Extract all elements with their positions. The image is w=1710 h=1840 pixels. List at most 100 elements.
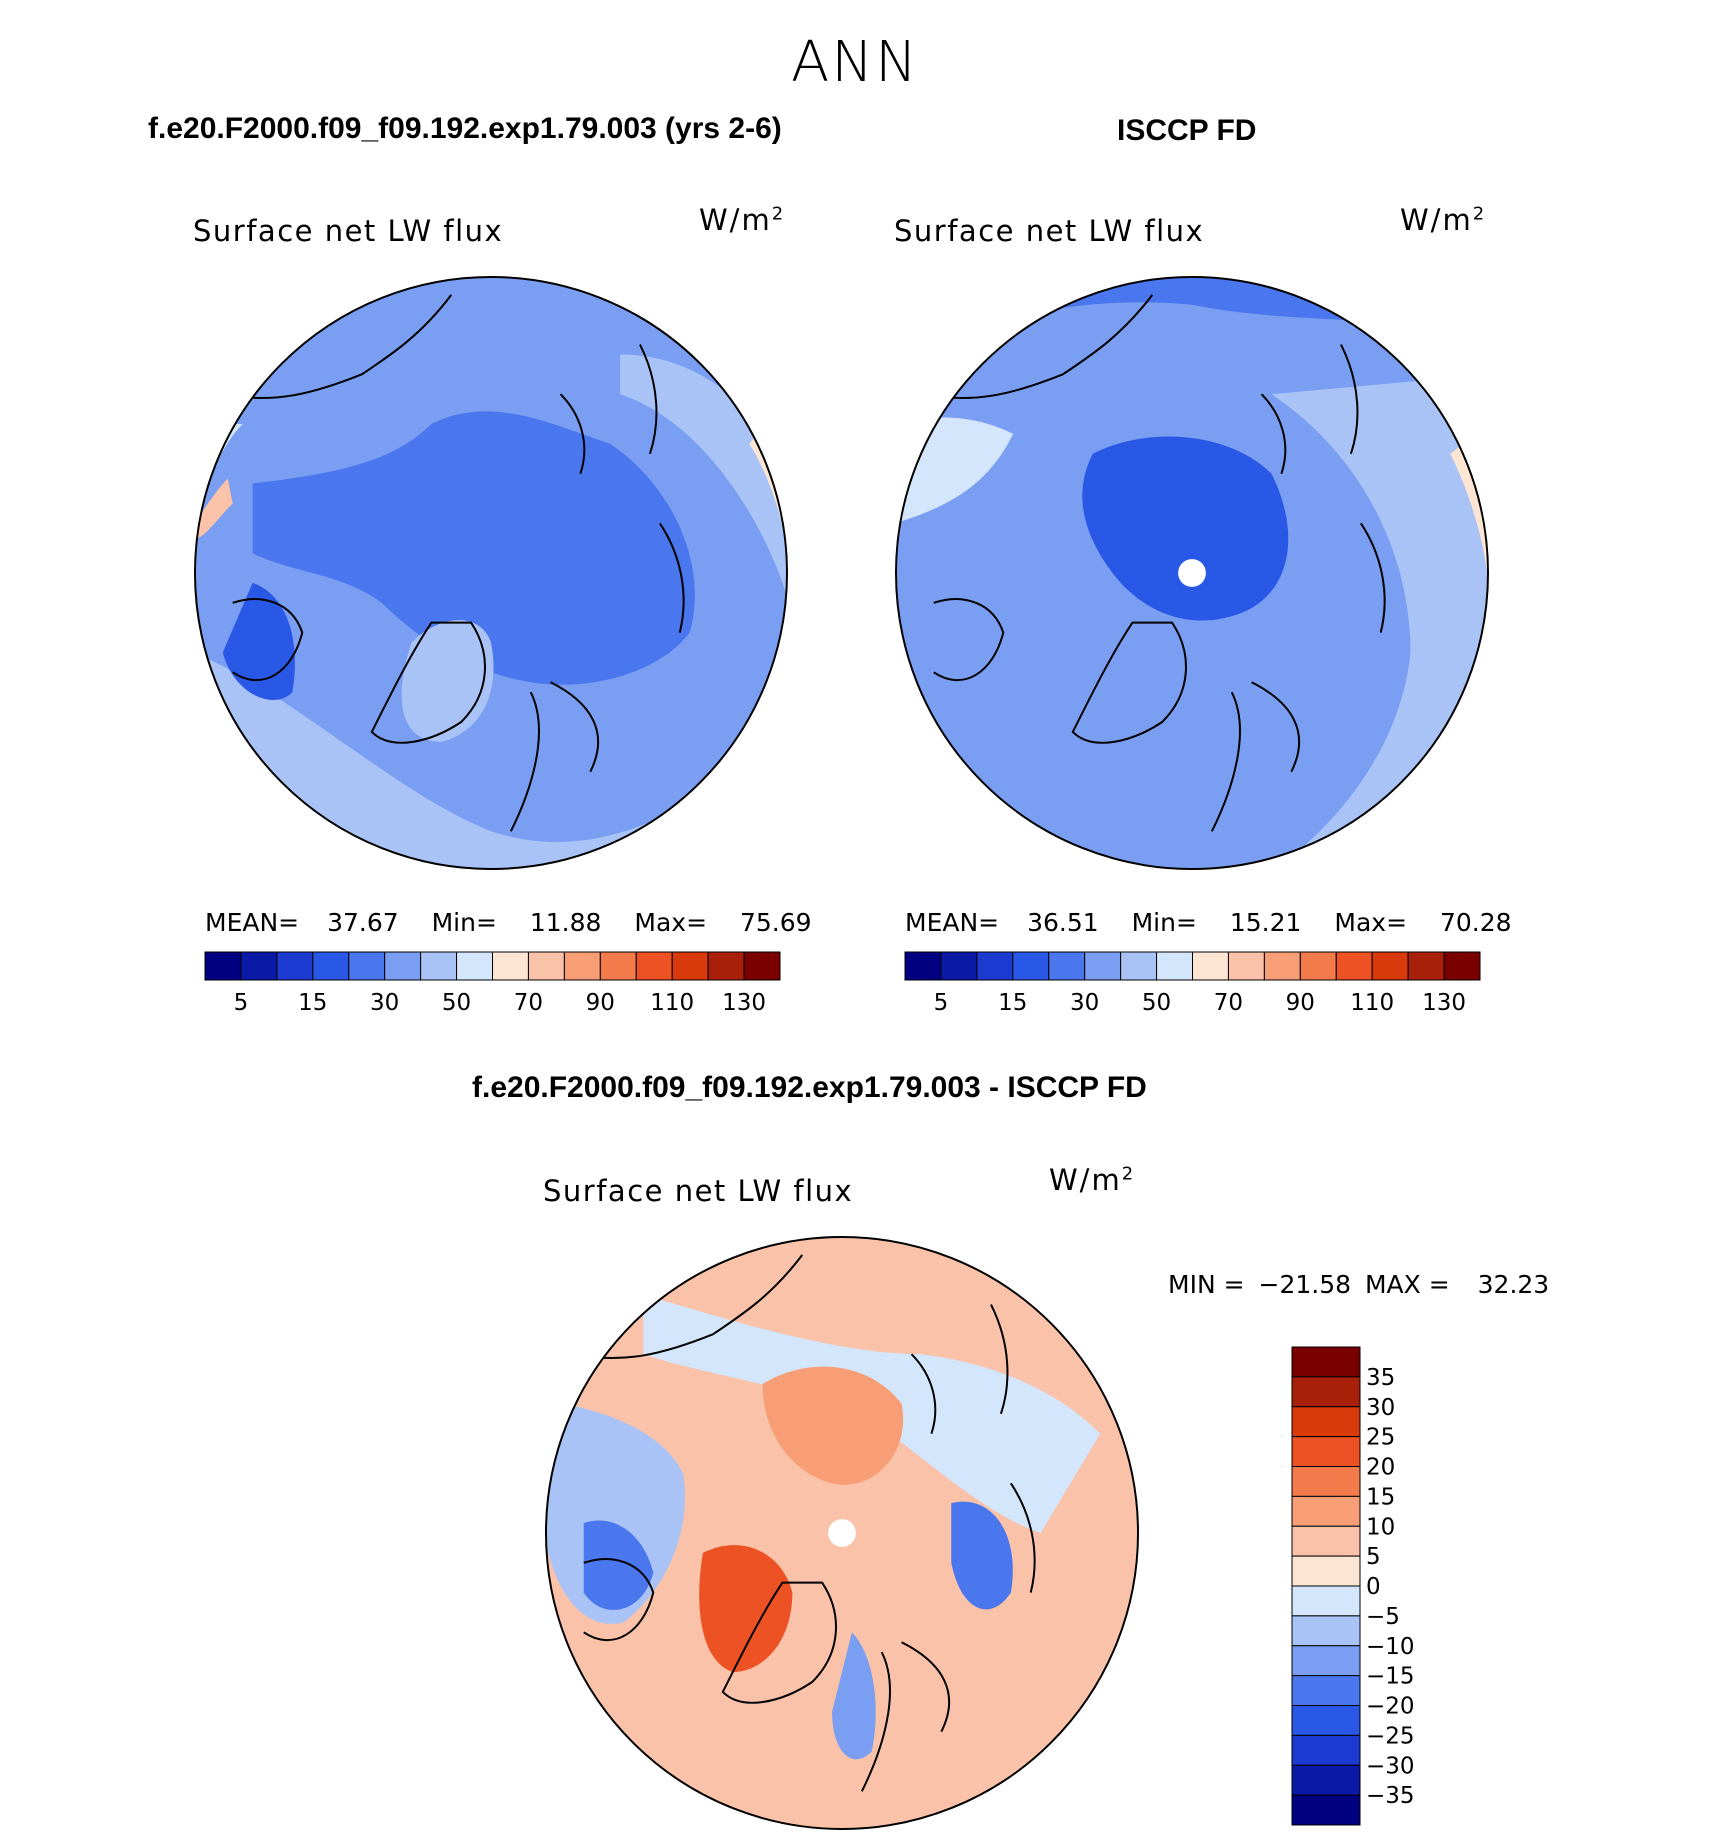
diff-field-greenland <box>699 1545 793 1673</box>
diff-colorbar-box <box>1291 1705 1361 1736</box>
obs-field-arctic <box>1082 436 1289 621</box>
diff-colorbar-tick-label: 5 <box>1366 1544 1381 1570</box>
diff-stats: MIN = −21.58 MAX = 32.23 <box>1168 1270 1549 1299</box>
obs-colorbar-tick-label: 90 <box>1286 990 1315 1016</box>
model-colorbar-tick-label: 70 <box>514 990 543 1016</box>
obs-colorbar-box <box>976 951 1014 981</box>
model-colorbar-box <box>743 951 781 981</box>
diff-colorbar-box <box>1291 1495 1361 1527</box>
obs-colorbar-box <box>1263 951 1301 981</box>
model-colorbar-box <box>492 951 529 981</box>
diff-units-label: W/m2 <box>1049 1163 1136 1197</box>
diff-variable-label: Surface net LW flux <box>543 1174 854 1208</box>
diff-colorbar-box <box>1291 1466 1361 1497</box>
obs-min-label: Min= <box>1131 908 1197 937</box>
model-colorbar-box <box>635 951 673 981</box>
obs-colorbar-tick-label: 5 <box>934 990 949 1016</box>
model-colorbar-box <box>348 951 386 981</box>
diff-colorbar-tick-label: −20 <box>1366 1694 1415 1720</box>
obs-units-label: W/m2 <box>1400 203 1487 237</box>
diff-colorbar-box <box>1291 1406 1361 1438</box>
obs-stats: MEAN= 36.51 Min= 15.21 Max= 70.28 <box>905 908 1512 937</box>
obs-colorbar-tick-label: 70 <box>1214 990 1243 1016</box>
obs-polar-map <box>894 275 1490 871</box>
obs-min-value: 15.21 <box>1229 908 1302 937</box>
model-colorbar: 5 15 30 50 70 90 110 130 <box>204 951 781 1016</box>
model-colorbar-tick-label: 5 <box>234 990 249 1016</box>
model-field-arctic <box>252 411 695 685</box>
obs-colorbar-box <box>1012 951 1050 981</box>
obs-pole-missing <box>1178 559 1206 587</box>
model-mean-value: 37.67 <box>327 908 399 937</box>
diff-colorbar-box <box>1291 1436 1361 1467</box>
obs-panel-title: ISCCP FD <box>1117 114 1257 147</box>
diff-colorbar-box <box>1291 1525 1361 1557</box>
diff-pole-missing <box>828 1519 856 1547</box>
obs-mean-value: 36.51 <box>1027 908 1099 937</box>
model-max-label: Max= <box>634 908 708 937</box>
diff-min-label: MIN = <box>1168 1270 1245 1299</box>
diff-colorbar-tick-label: −30 <box>1366 1753 1415 1779</box>
obs-colorbar-box <box>1227 951 1265 981</box>
diff-colorbar-tick-label: 25 <box>1366 1425 1395 1451</box>
diff-colorbar-tick-label: 35 <box>1366 1365 1395 1391</box>
diff-colorbar-box <box>1291 1734 1361 1766</box>
diff-colorbar-tick-label: −25 <box>1366 1723 1415 1749</box>
model-min-value: 11.88 <box>529 908 602 937</box>
obs-colorbar-box <box>1335 951 1373 981</box>
obs-variable-label: Surface net LW flux <box>894 214 1205 248</box>
obs-colorbar: 5 15 30 50 70 90 110 130 <box>904 951 1481 1016</box>
model-stats: MEAN= 37.67 Min= 11.88 Max= 75.69 <box>205 908 812 937</box>
model-min-label: Min= <box>431 908 497 937</box>
obs-mean-label: MEAN= <box>905 908 1000 937</box>
diff-colorbar-tick-label: 20 <box>1366 1455 1395 1481</box>
model-colorbar-tick-label: 50 <box>442 990 471 1016</box>
model-variable-label: Surface net LW flux <box>193 214 504 248</box>
obs-colorbar-tick-label: 15 <box>998 990 1027 1016</box>
obs-max-label: Max= <box>1334 908 1408 937</box>
model-field-hudson <box>222 582 295 700</box>
diff-colorbar-box <box>1291 1376 1361 1408</box>
diff-max-label: MAX = <box>1364 1270 1450 1299</box>
model-colorbar-box <box>599 951 637 981</box>
diff-coastlines <box>573 1254 1036 1792</box>
obs-colorbar-box <box>1192 951 1229 981</box>
diff-max-value: 32.23 <box>1477 1270 1550 1299</box>
obs-colorbar-box <box>904 951 942 981</box>
diff-colorbar: 35 30 25 20 15 10 5 0 −5 −10 −15 −20 −25 −30 −35 <box>1291 1346 1415 1826</box>
obs-colorbar-box <box>1084 951 1122 981</box>
obs-colorbar-box <box>1120 951 1158 981</box>
diff-colorbar-tick-label: 0 <box>1366 1574 1381 1600</box>
obs-colorbar-box <box>1371 951 1409 981</box>
model-colorbar-box <box>240 951 278 981</box>
model-polar-map <box>193 275 789 871</box>
diff-colorbar-box <box>1291 1615 1361 1647</box>
model-units-label: W/m2 <box>699 203 786 237</box>
obs-max-value: 70.28 <box>1440 908 1512 937</box>
model-colorbar-box <box>456 951 493 981</box>
obs-colorbar-tick-label: 110 <box>1350 990 1394 1016</box>
diff-colorbar-box <box>1291 1764 1361 1796</box>
model-colorbar-box <box>563 951 601 981</box>
diff-colorbar-box <box>1291 1675 1361 1706</box>
model-colorbar-tick-label: 15 <box>298 990 327 1016</box>
model-colorbar-box <box>276 951 314 981</box>
diff-colorbar-box <box>1291 1585 1361 1617</box>
obs-colorbar-tick-label: 130 <box>1422 990 1466 1016</box>
model-colorbar-box <box>204 951 242 981</box>
obs-colorbar-box <box>1407 951 1445 981</box>
model-colorbar-tick-label: 90 <box>586 990 615 1016</box>
obs-colorbar-box <box>940 951 978 981</box>
diff-colorbar-tick-label: −35 <box>1366 1783 1415 1809</box>
obs-colorbar-box <box>1156 951 1193 981</box>
diff-colorbar-tick-label: −10 <box>1366 1634 1415 1660</box>
diff-colorbar-tick-label: 10 <box>1366 1514 1395 1540</box>
model-colorbar-box <box>707 951 745 981</box>
diff-colorbar-box <box>1291 1794 1361 1826</box>
model-colorbar-box <box>384 951 422 981</box>
model-colorbar-box <box>312 951 350 981</box>
obs-colorbar-box <box>1299 951 1337 981</box>
diff-field-siberia <box>951 1501 1013 1610</box>
model-panel-title: f.e20.F2000.f09_f09.192.exp1.79.003 (yrs… <box>148 112 782 145</box>
diff-panel-title: f.e20.F2000.f09_f09.192.exp1.79.003 - IS… <box>472 1071 1147 1104</box>
